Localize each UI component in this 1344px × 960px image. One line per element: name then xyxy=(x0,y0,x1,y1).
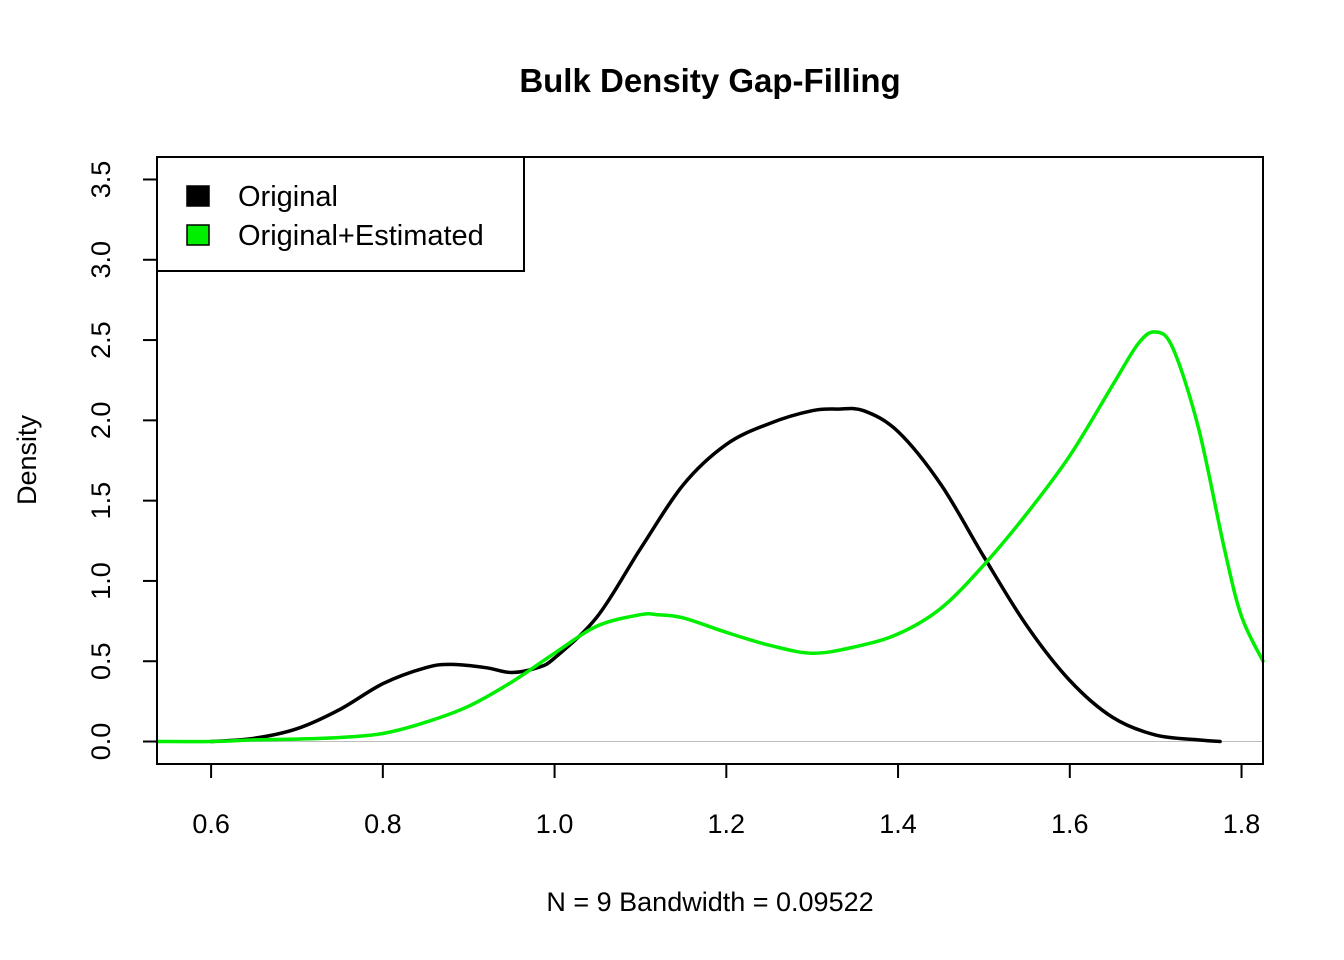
series-layer xyxy=(155,330,1265,744)
x-tick-label: 1.6 xyxy=(1051,809,1089,839)
y-tick-label: 1.5 xyxy=(86,482,116,520)
legend-label-estimated: Original+Estimated xyxy=(238,220,484,252)
y-tick-label: 1.0 xyxy=(86,562,116,600)
x-axis: 0.6 0.8 1.0 1.2 1.4 1.6 1.8 xyxy=(192,763,1261,839)
x-tick-label: 1.2 xyxy=(708,809,746,839)
y-tick-label: 3.0 xyxy=(86,241,116,279)
x-tick-label: 1.0 xyxy=(536,809,574,839)
y-tick-label: 0.5 xyxy=(86,642,116,680)
legend-label-original: Original xyxy=(238,181,338,213)
x-tick-label: 1.8 xyxy=(1223,809,1261,839)
y-tick-label: 0.0 xyxy=(86,723,116,761)
y-tick-label: 2.0 xyxy=(86,402,116,440)
y-axis-label: Density xyxy=(12,414,42,505)
x-tick-label: 0.8 xyxy=(364,809,402,839)
series-line-original xyxy=(209,406,1222,744)
chart-title: Bulk Density Gap-Filling xyxy=(519,62,900,99)
x-tick-label: 0.6 xyxy=(192,809,230,839)
legend-swatch-estimated xyxy=(186,224,210,246)
x-tick-label: 1.4 xyxy=(879,809,917,839)
y-tick-label: 3.5 xyxy=(86,161,116,199)
legend-box xyxy=(156,156,525,272)
y-axis: 0.0 0.5 1.0 1.5 2.0 2.5 3.0 3.5 xyxy=(86,161,158,761)
y-tick-label: 2.5 xyxy=(86,321,116,359)
series-line-original-estimated xyxy=(155,330,1265,744)
legend: Original Original+Estimated xyxy=(156,156,525,272)
x-axis-label: N = 9 Bandwidth = 0.09522 xyxy=(546,887,873,917)
legend-swatch-original xyxy=(186,185,210,207)
